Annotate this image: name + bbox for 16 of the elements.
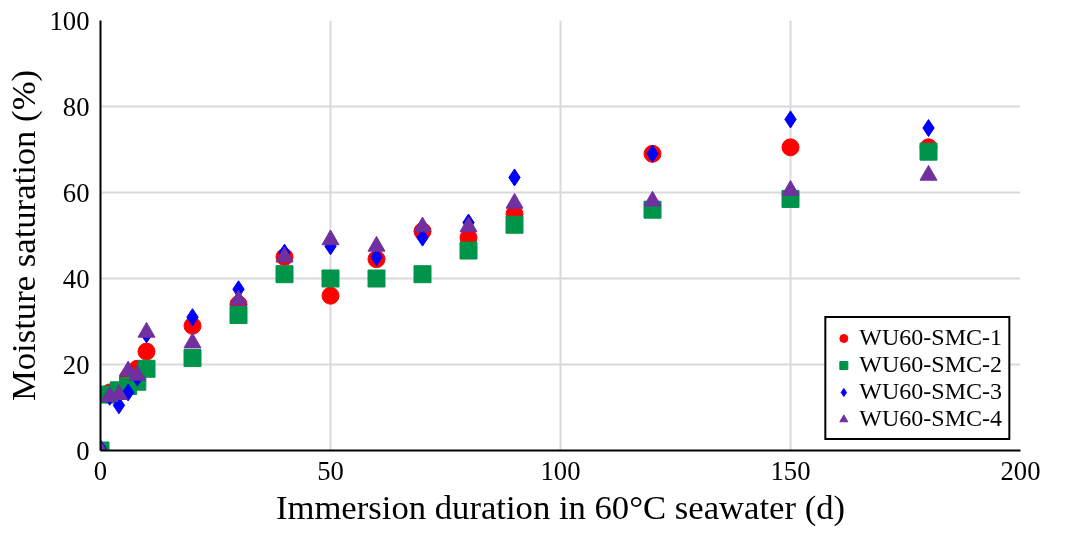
y-tick-label: 80 bbox=[62, 91, 90, 122]
y-tick-label: 40 bbox=[62, 263, 90, 294]
y-axis-title: Moisture saturation (%) bbox=[3, 69, 43, 402]
x-tick-label: 50 bbox=[317, 455, 344, 486]
x-tick-label: 150 bbox=[770, 455, 811, 486]
y-tick-label: 100 bbox=[49, 5, 90, 36]
y-tick-label: 60 bbox=[62, 177, 90, 208]
legend-label: WU60-SMC-1 bbox=[859, 324, 1002, 351]
legend-label: WU60-SMC-2 bbox=[859, 351, 1002, 378]
x-axis-title: Immersion duration in 60°C seawater (d) bbox=[275, 487, 846, 527]
legend-label: WU60-SMC-3 bbox=[859, 378, 1002, 405]
y-tick-label: 0 bbox=[76, 435, 90, 466]
y-tick-label: 20 bbox=[62, 349, 90, 380]
x-tick-label: 200 bbox=[1000, 455, 1041, 486]
legend-label: WU60-SMC-4 bbox=[859, 405, 1002, 432]
x-tick-label: 100 bbox=[540, 455, 581, 486]
